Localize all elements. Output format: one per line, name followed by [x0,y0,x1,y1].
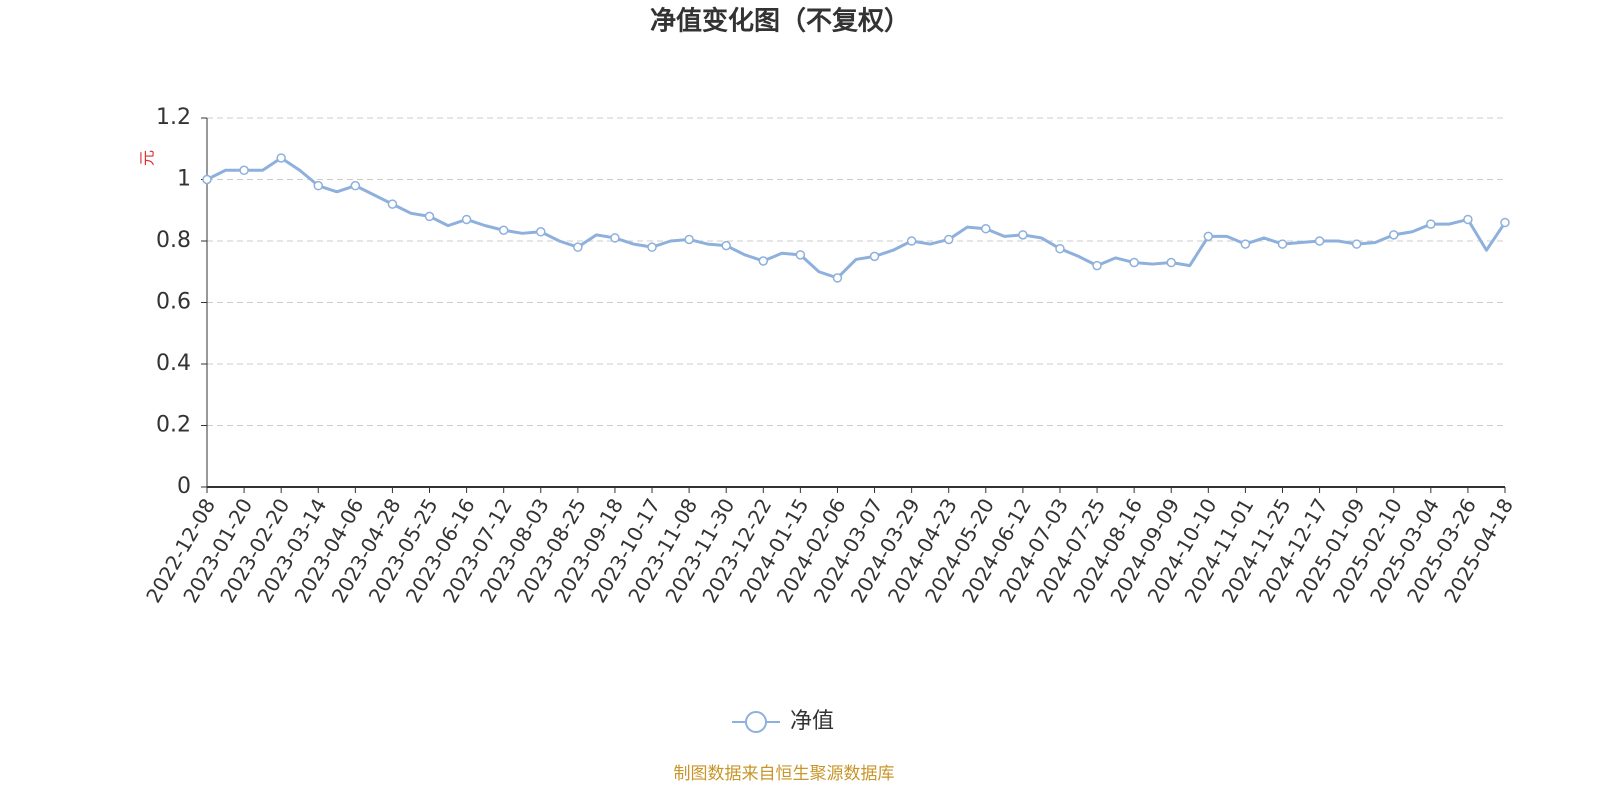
y-tick-label: 0.4 [156,351,191,376]
data-point [1351,239,1362,249]
data-line [206,156,1507,280]
data-point [1240,239,1251,249]
y-tick-label: 0 [177,474,191,499]
data-point [1129,257,1139,268]
chart-title: 净值变化图（不复权） [650,6,910,37]
data-point [1166,257,1176,268]
y-tick-label: 0.2 [156,413,191,438]
data-point [239,165,249,176]
data-point [1055,243,1065,254]
data-point [536,227,546,237]
data-point [1018,230,1028,240]
data-point [981,223,991,234]
data-point [1426,219,1436,229]
data-point [387,199,398,209]
data-point [202,174,212,185]
source-note: 制图数据来自恒生聚源数据库 [674,764,895,784]
data-point [758,256,769,266]
data-point [498,225,509,235]
y-tick-label: 1 [177,167,191,192]
data-point [424,211,435,222]
data-point [721,240,731,251]
legend-marker [745,711,767,733]
data-point [276,153,286,163]
legend-label[interactable]: 净值 [790,709,834,734]
data-point [610,233,620,243]
data-point [313,180,324,191]
y-tick-label: 1.2 [156,105,191,130]
y-tick-label: 0.8 [156,228,191,253]
data-point [1277,239,1288,249]
data-point [943,234,954,245]
data-point [1314,236,1325,246]
data-point [684,234,694,245]
data-point [350,180,361,191]
data-point [832,273,843,283]
y-tick-label: 0.6 [156,290,191,315]
data-point [573,242,583,252]
y-axis-label: 元 [138,150,157,166]
data-point [869,251,880,262]
data-point [1092,260,1102,271]
data-point [1388,230,1399,240]
data-point [1500,217,1510,228]
data-point [1203,231,1214,242]
data-point [795,250,806,260]
data-point [647,242,657,252]
data-point [1463,214,1473,225]
data-point [461,214,472,225]
data-point [906,236,917,246]
